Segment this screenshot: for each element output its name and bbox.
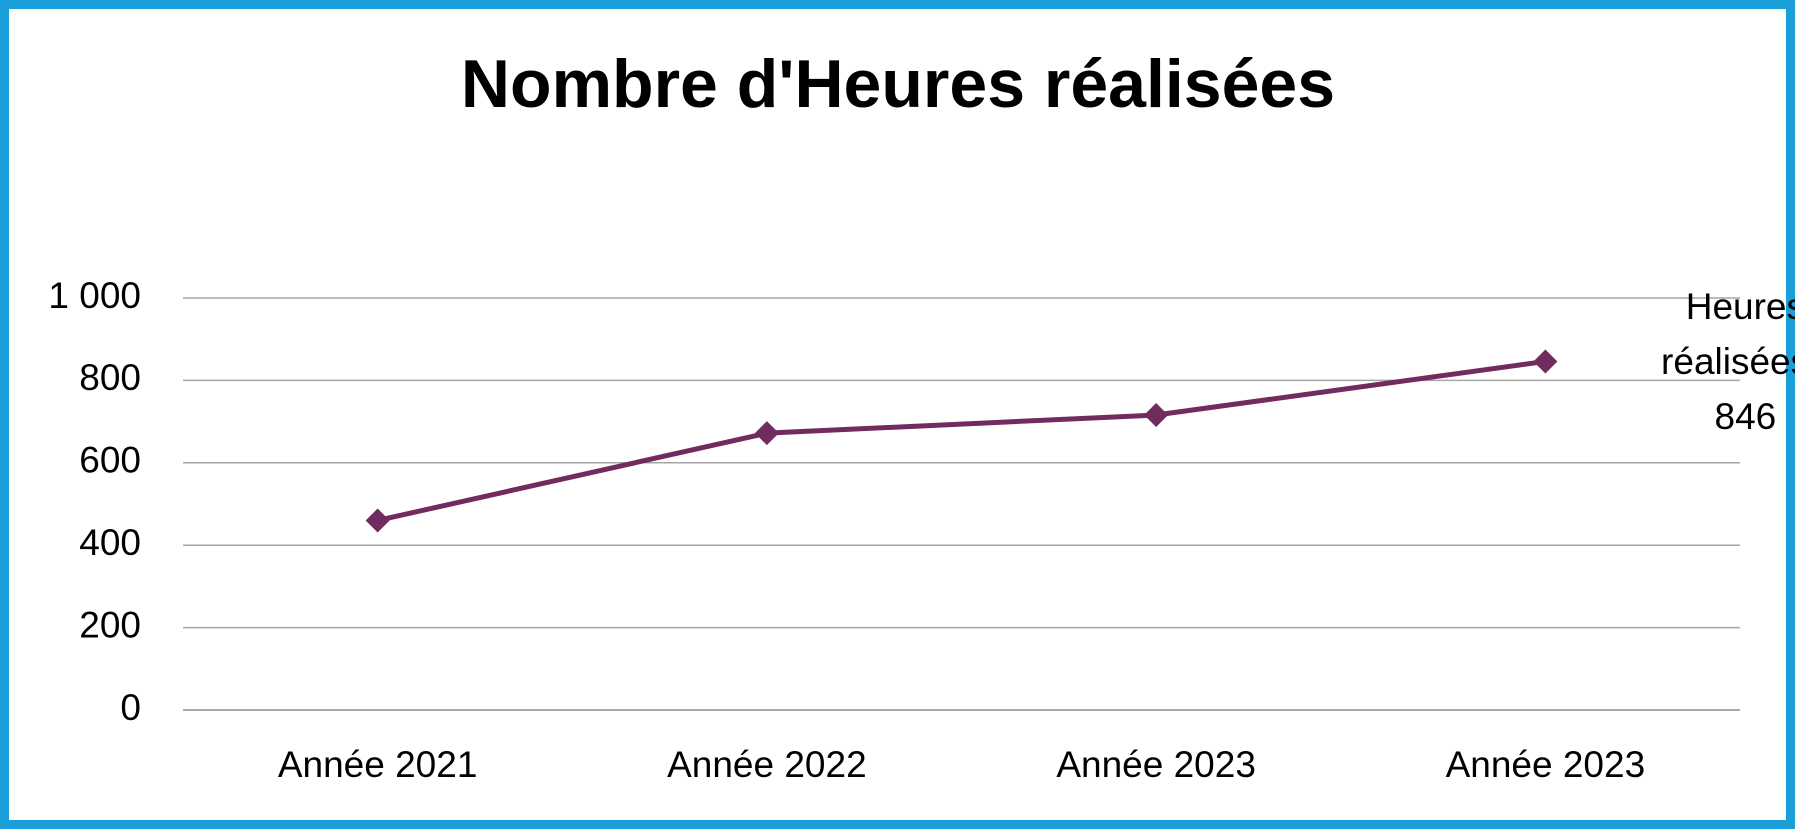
marker bbox=[365, 508, 390, 533]
y-tick-label: 800 bbox=[79, 357, 141, 398]
x-tick-label: Année 2023 bbox=[1056, 744, 1256, 785]
data-label: Heures réalisées ; 846 bbox=[1661, 286, 1795, 438]
marker bbox=[1533, 349, 1558, 374]
x-tick-label: Année 2022 bbox=[667, 744, 867, 785]
y-tick-label: 1 000 bbox=[48, 275, 141, 316]
x-tick-label: Année 2021 bbox=[278, 744, 478, 785]
x-tick-label: Année 2023 bbox=[1446, 744, 1646, 785]
marker bbox=[754, 421, 779, 446]
y-tick-label: 600 bbox=[79, 440, 141, 481]
series-line bbox=[377, 358, 1546, 523]
y-tick-label: 400 bbox=[79, 522, 141, 563]
chart-title: Nombre d'Heures réalisées bbox=[461, 46, 1335, 122]
marker bbox=[1144, 403, 1169, 428]
y-tick-label: 200 bbox=[79, 604, 141, 645]
y-tick-label: 0 bbox=[120, 687, 141, 728]
